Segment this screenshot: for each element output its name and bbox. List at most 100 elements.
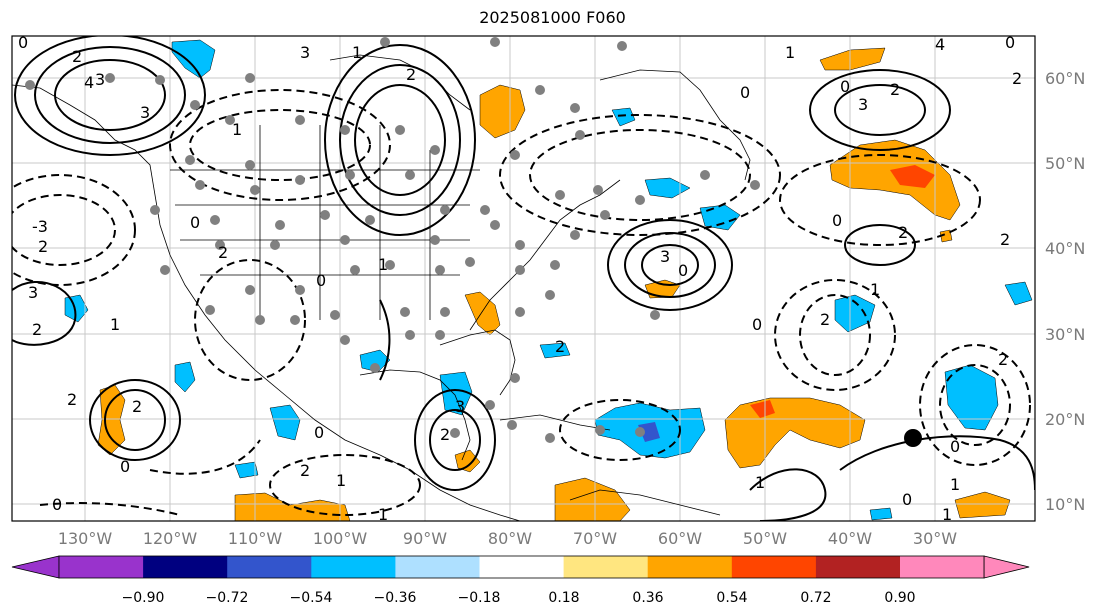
shade-positive xyxy=(939,229,953,243)
colorbar-segment xyxy=(900,556,985,578)
contour-label: 4 xyxy=(935,35,945,54)
lat-label: 20°N xyxy=(1045,410,1085,429)
contour-label: 0 xyxy=(740,83,750,102)
lon-label: 100°W xyxy=(313,529,368,548)
contour-label: 3 xyxy=(95,70,105,89)
contour-label: 0 xyxy=(18,33,28,52)
colorbar-tick-label: 0.72 xyxy=(800,590,831,606)
plot-frame xyxy=(11,35,1036,522)
contour-label: 1 xyxy=(352,43,362,62)
contour-label: 3 xyxy=(300,43,310,62)
colorbar-segment xyxy=(563,556,649,578)
storm-center-marker xyxy=(904,429,922,447)
contour-label: 0 xyxy=(832,211,842,230)
map-title: 2025081000 F060 xyxy=(479,8,626,27)
contour-label: 2 xyxy=(406,65,416,84)
contour-label: 3 xyxy=(455,397,465,416)
colorbar-tick-label: −0.36 xyxy=(374,590,417,606)
contour-label: 2 xyxy=(898,223,908,242)
contour-label: 0 xyxy=(120,457,130,476)
shade-negative xyxy=(234,461,259,479)
shade-negative xyxy=(174,361,196,393)
lon-label: 120°W xyxy=(143,529,198,548)
lat-label: 60°N xyxy=(1045,69,1085,88)
colorbar-ticks: −0.90 −0.72 −0.54 −0.36 −0.18 0.18 0.36 … xyxy=(122,590,916,606)
shade-negative xyxy=(1004,281,1033,306)
contour-label: 1 xyxy=(755,473,765,492)
colorbar-segment xyxy=(227,556,312,578)
contour-label: 2 xyxy=(1000,230,1010,249)
contour-label: 2 xyxy=(132,397,142,416)
latitude-axis: 60°N 50°N 40°N 30°N 20°N 10°N xyxy=(1045,69,1085,514)
contour-label: 1 xyxy=(950,475,960,494)
contour-label: 2 xyxy=(555,337,565,356)
shade-negative xyxy=(171,39,216,79)
shade-positive xyxy=(454,449,481,473)
contour-label: 2 xyxy=(218,243,228,262)
contour-label: 0 xyxy=(752,315,762,334)
contour-label: 2 xyxy=(998,350,1008,369)
contour-label: 2 xyxy=(38,237,48,256)
contour-label: 2 xyxy=(72,47,82,66)
colorbar-segment xyxy=(479,556,565,578)
contour-label: 2 xyxy=(67,390,77,409)
colorbar-tick-label: 0.54 xyxy=(716,590,747,606)
contour-label: 2 xyxy=(820,310,830,329)
lon-label: 30°W xyxy=(913,529,957,548)
colorbar xyxy=(11,555,1030,579)
contour-label: 1 xyxy=(336,471,346,490)
lon-label: 70°W xyxy=(573,529,617,548)
contour-label: 1 xyxy=(870,280,880,299)
contour-label: 3 xyxy=(660,247,670,266)
contour-label: 3 xyxy=(140,103,150,122)
colorbar-tick-label: −0.18 xyxy=(458,590,501,606)
shade-negative xyxy=(439,371,473,416)
contour-label: 3 xyxy=(28,283,38,302)
contour-label: 2 xyxy=(890,80,900,99)
shade-negative xyxy=(64,294,89,323)
contour-label: 0 xyxy=(678,261,688,280)
shade-negative xyxy=(539,342,571,359)
colorbar-segment xyxy=(59,556,144,578)
contour-label: 4 xyxy=(84,73,94,92)
colorbar-under-extend xyxy=(11,555,60,579)
colorbar-tick-label: −0.72 xyxy=(206,590,249,606)
lat-label: 40°N xyxy=(1045,239,1085,258)
lon-label: 40°W xyxy=(828,529,872,548)
contour-label: 0 xyxy=(1005,33,1015,52)
shade-positive xyxy=(97,384,126,456)
contours-negative xyxy=(12,89,1031,516)
contour-label: 0 xyxy=(190,213,200,232)
shade-strong xyxy=(890,165,935,188)
contour-label: 2 xyxy=(1012,69,1022,88)
contour-label: 1 xyxy=(942,505,952,524)
longitude-axis: 130°W 120°W 110°W 100°W 90°W 80°W 70°W 6… xyxy=(58,529,957,548)
lon-label: 50°W xyxy=(743,529,787,548)
shade-negative xyxy=(644,177,691,199)
contour-label: 2 xyxy=(440,425,450,444)
contour-label: 0 xyxy=(52,495,62,514)
lat-label: 50°N xyxy=(1045,154,1085,173)
contour-label: -3 xyxy=(32,217,48,236)
colorbar-segment xyxy=(395,556,480,578)
contour-label: 0 xyxy=(840,77,850,96)
contour-label: 1 xyxy=(785,43,795,62)
lon-label: 60°W xyxy=(658,529,702,548)
shade-negative xyxy=(269,404,301,441)
shade-negative xyxy=(359,349,391,373)
contour-label: 0 xyxy=(902,490,912,509)
shade-positive xyxy=(954,491,1011,519)
lon-label: 90°W xyxy=(403,529,447,548)
plot-area xyxy=(12,36,1035,521)
shade-negative xyxy=(611,107,636,127)
lon-label: 130°W xyxy=(58,529,113,548)
coastlines xyxy=(12,54,751,521)
colorbar-tick-label: −0.54 xyxy=(290,590,333,606)
colorbar-segment xyxy=(815,556,901,578)
contour-label: 3 xyxy=(858,95,868,114)
colorbar-tick-label: 0.18 xyxy=(548,590,579,606)
contour-label-group: 0 2 3 4 3 1 3 1 2 0 0 2 3 2 0 1 4 2 0 2 … xyxy=(18,33,1022,524)
colorbar-tick-label: 0.90 xyxy=(884,590,915,606)
shade-deep-negative xyxy=(638,422,660,442)
